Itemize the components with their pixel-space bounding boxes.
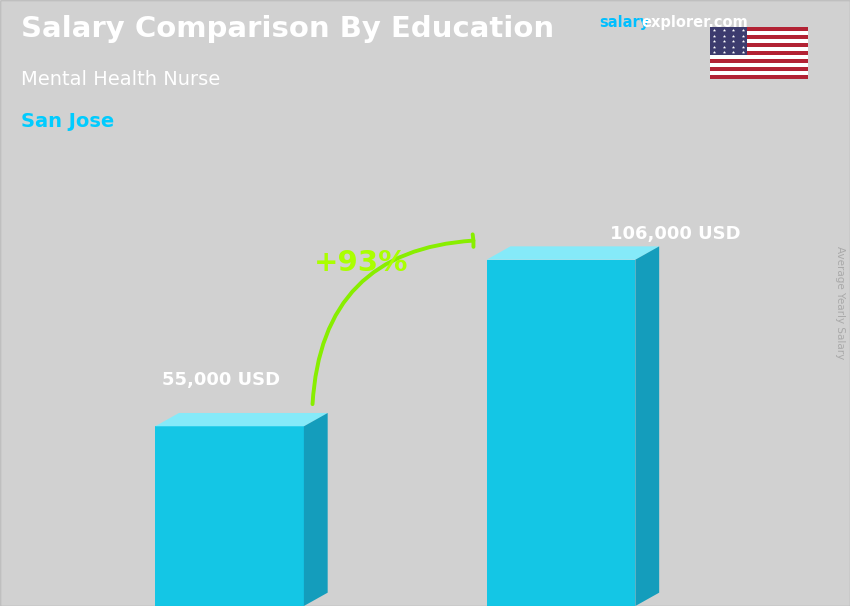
Bar: [710, 51, 808, 55]
Polygon shape: [156, 426, 304, 606]
Polygon shape: [486, 260, 635, 606]
Text: Salary Comparison By Education: Salary Comparison By Education: [21, 15, 554, 43]
Polygon shape: [635, 247, 660, 606]
Text: San Jose: San Jose: [21, 112, 115, 131]
Text: salary: salary: [599, 15, 649, 30]
Bar: [710, 43, 808, 47]
Bar: [710, 32, 808, 35]
Bar: [710, 75, 808, 79]
Bar: [710, 27, 747, 55]
Polygon shape: [156, 413, 328, 426]
Bar: [710, 63, 808, 67]
Bar: [710, 35, 808, 39]
Text: 106,000 USD: 106,000 USD: [610, 225, 741, 244]
Polygon shape: [304, 413, 328, 606]
Bar: [710, 47, 808, 51]
Bar: [710, 59, 808, 63]
Bar: [710, 67, 808, 71]
Text: Mental Health Nurse: Mental Health Nurse: [21, 70, 220, 88]
Text: +93%: +93%: [314, 249, 409, 277]
Bar: [710, 39, 808, 43]
Text: 55,000 USD: 55,000 USD: [162, 371, 280, 388]
Bar: [710, 55, 808, 59]
Text: Average Yearly Salary: Average Yearly Salary: [835, 247, 845, 359]
Bar: [710, 71, 808, 75]
Bar: [710, 27, 808, 32]
Polygon shape: [486, 247, 660, 260]
Text: explorer.com: explorer.com: [642, 15, 749, 30]
